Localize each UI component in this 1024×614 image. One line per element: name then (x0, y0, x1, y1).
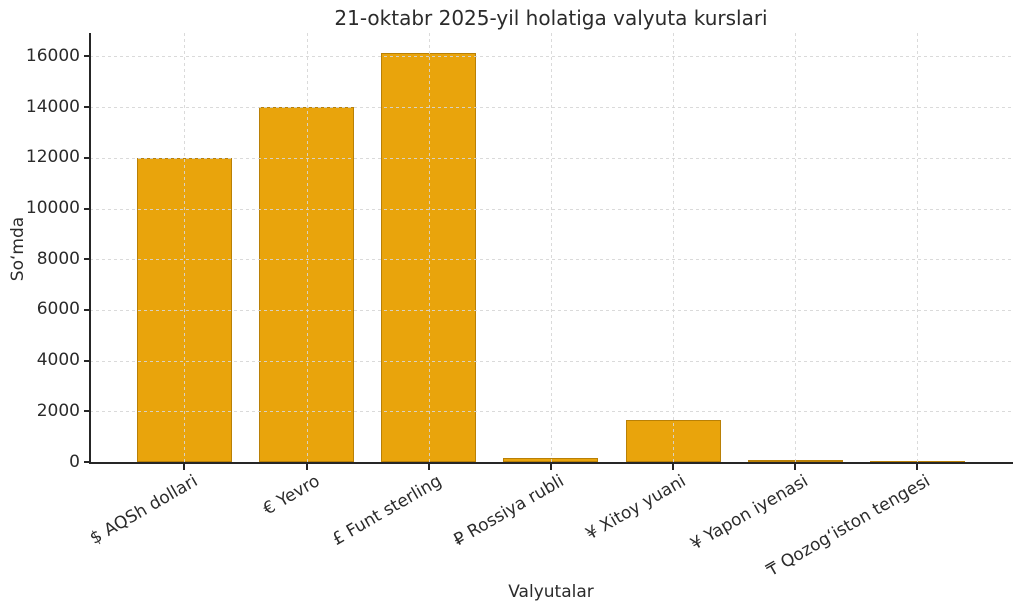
x-tick-label-3: £ Funt sterling (329, 471, 446, 550)
x-tick-mark (183, 464, 186, 470)
x-tick-mark (549, 464, 552, 470)
x-tick-mark (427, 464, 430, 470)
y-tick-label: 14000 (25, 96, 80, 117)
x-tick-label-1: $ AQSh dollari (86, 471, 201, 549)
chart-title: 21-oktabr 2025-yil holatiga valyuta kurs… (334, 6, 768, 30)
y-tick-mark (84, 359, 90, 362)
gridline-x-2 (306, 33, 308, 463)
y-tick-label: 2000 (36, 400, 80, 421)
y-tick-label: 8000 (36, 248, 80, 269)
gridline-x-6 (795, 33, 797, 463)
y-tick-label: 6000 (36, 299, 80, 320)
x-tick-label-4: ₽ Rossiya rubli (450, 471, 568, 551)
x-axis-spine (89, 462, 1013, 464)
y-tick-mark (84, 258, 90, 261)
y-tick-label: 10000 (25, 198, 80, 219)
x-axis-label: Valyutalar (508, 582, 594, 602)
x-tick-mark (794, 464, 797, 470)
y-tick-label: 4000 (36, 350, 80, 371)
y-tick-mark (84, 207, 90, 210)
y-tick-label: 0 (69, 451, 80, 472)
x-tick-mark (916, 464, 919, 470)
y-tick-mark (84, 410, 90, 413)
plot-area (90, 33, 1012, 464)
y-tick-mark (84, 308, 90, 311)
x-tick-label-6: ¥ Yapon iyenasi (687, 471, 812, 555)
x-tick-mark (305, 464, 308, 470)
x-tick-mark (672, 464, 675, 470)
y-axis-spine (89, 33, 91, 464)
y-tick-mark (84, 156, 90, 159)
gridline-x-5 (673, 33, 675, 463)
y-tick-label: 12000 (25, 147, 80, 168)
y-tick-mark (84, 461, 90, 463)
x-tick-label-5: ¥ Xitoy yuani (582, 471, 690, 545)
gridline-x-3 (428, 33, 430, 463)
gridline-x-7 (917, 33, 919, 463)
y-tick-mark (84, 106, 90, 109)
y-tick-label: 16000 (25, 45, 80, 66)
y-tick-mark (84, 55, 90, 58)
x-tick-label-2: € Yevro (259, 471, 324, 520)
gridline-x-4 (550, 33, 552, 463)
gridline-x-1 (184, 33, 186, 463)
